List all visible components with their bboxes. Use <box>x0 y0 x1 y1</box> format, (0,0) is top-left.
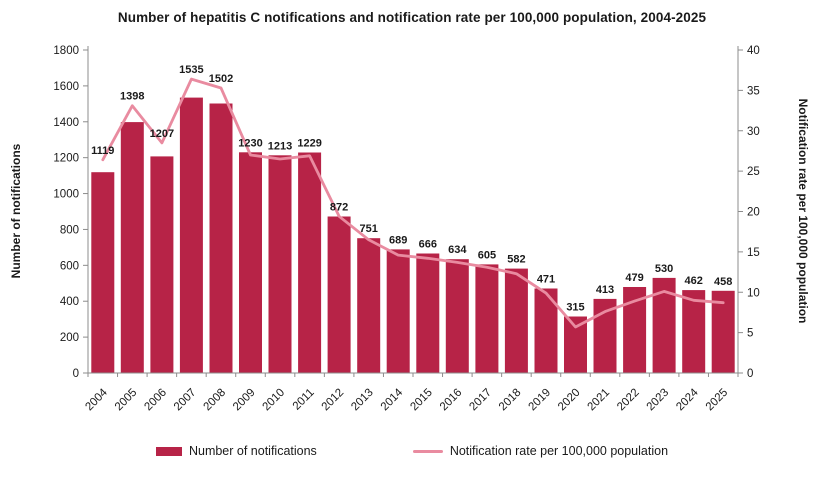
bar-2004 <box>91 172 115 373</box>
y-left-tick-label-1200: 1200 <box>53 153 79 165</box>
x-label-2019: 2019 <box>527 387 554 414</box>
bar-2020 <box>564 316 587 373</box>
data-label-2005: 1398 <box>120 91 144 103</box>
data-label-2011: 1229 <box>297 138 321 150</box>
x-label-2023: 2023 <box>645 387 672 414</box>
bar-2021 <box>593 298 617 373</box>
bar-2016 <box>445 259 469 373</box>
y-right-tick-label-0: 0 <box>747 368 753 380</box>
data-label-2007: 1535 <box>179 64 203 76</box>
data-label-2021: 413 <box>596 284 614 296</box>
y-left-tick-label-600: 600 <box>60 260 79 272</box>
x-label-2015: 2015 <box>408 387 435 414</box>
legend-label-rate: Notification rate per 100,000 population <box>449 444 669 458</box>
x-label-2011: 2011 <box>291 387 317 413</box>
bar-2024 <box>682 290 706 373</box>
data-label-2015: 666 <box>419 239 437 251</box>
data-label-2022: 479 <box>625 272 643 284</box>
data-label-2010: 1213 <box>268 140 292 152</box>
y-right-tick-label-30: 30 <box>747 126 760 138</box>
data-label-2023: 530 <box>655 263 673 275</box>
y-right-tick-label-35: 35 <box>747 85 760 97</box>
bar-2012 <box>327 216 351 373</box>
data-label-2020: 315 <box>566 302 584 314</box>
x-label-2009: 2009 <box>231 387 258 414</box>
data-label-2014: 689 <box>389 234 407 246</box>
bar-2023 <box>652 277 676 373</box>
y-right-tick-label-40: 40 <box>747 45 760 57</box>
x-label-2024: 2024 <box>674 386 701 413</box>
legend-item-notifications: Number of notifications <box>155 444 317 458</box>
y-right-tick-label-25: 25 <box>747 166 760 178</box>
bar-2007 <box>179 97 203 373</box>
x-label-2004: 2004 <box>83 386 110 413</box>
legend-label-notifications: Number of notifications <box>188 444 317 458</box>
y-right-tick-label-10: 10 <box>747 287 760 299</box>
x-label-2006: 2006 <box>142 387 169 414</box>
bar-2022 <box>623 287 647 373</box>
y-left-tick-label-1600: 1600 <box>53 81 79 93</box>
x-label-2021: 2021 <box>586 387 613 414</box>
x-label-2016: 2016 <box>438 387 465 414</box>
x-label-2012: 2012 <box>320 387 347 414</box>
x-label-2018: 2018 <box>497 387 524 414</box>
y-right-tick-label-20: 20 <box>747 207 760 219</box>
y-left-tick-label-1400: 1400 <box>53 117 79 129</box>
bar-2018 <box>504 268 528 373</box>
y-left-tick-label-800: 800 <box>60 224 79 236</box>
data-label-2004: 1119 <box>91 145 114 157</box>
x-label-2010: 2010 <box>261 387 288 414</box>
x-label-2007: 2007 <box>172 387 199 414</box>
y-left-tick-label-400: 400 <box>60 296 79 308</box>
data-label-2025: 458 <box>714 276 732 288</box>
y-right-axis-title: Notification rate per 100,000 population <box>796 99 810 324</box>
bar-2017 <box>475 264 499 373</box>
data-label-2019: 471 <box>537 274 555 286</box>
y-right-tick-label-5: 5 <box>747 328 753 340</box>
x-label-2014: 2014 <box>379 386 406 413</box>
data-label-2018: 582 <box>507 254 525 266</box>
legend-item-rate: Notification rate per 100,000 population <box>412 444 669 458</box>
bar-2025 <box>711 290 735 373</box>
data-label-2006: 1207 <box>150 128 174 140</box>
bar-2019 <box>534 288 558 373</box>
data-label-2016: 634 <box>448 244 467 256</box>
bar-2006 <box>150 156 174 373</box>
data-label-2008: 1502 <box>209 73 233 85</box>
chart-title: Number of hepatitis C notifications and … <box>117 10 707 25</box>
y-left-tick-label-1800: 1800 <box>53 45 79 57</box>
x-label-2017: 2017 <box>467 387 494 414</box>
x-label-2013: 2013 <box>349 387 376 414</box>
bar-2009 <box>239 152 262 373</box>
x-label-2022: 2022 <box>615 387 642 414</box>
y-left-tick-label-0: 0 <box>73 368 79 380</box>
legend-bar-swatch-icon <box>155 446 182 456</box>
y-right-tick-label-15: 15 <box>747 247 760 259</box>
legend: Number of notifications Notification rat… <box>0 444 824 458</box>
data-label-2017: 605 <box>478 249 496 261</box>
x-label-2005: 2005 <box>113 387 140 414</box>
y-left-axis-title: Number of notifications <box>9 143 23 278</box>
x-label-2020: 2020 <box>556 387 583 414</box>
legend-line-swatch-icon <box>412 449 443 453</box>
bar-2014 <box>386 249 410 373</box>
x-label-2025: 2025 <box>704 387 731 414</box>
data-label-2009: 1230 <box>238 137 262 149</box>
bar-2008 <box>209 103 233 373</box>
y-left-tick-label-1000: 1000 <box>53 189 79 201</box>
bar-2013 <box>357 238 381 373</box>
x-label-2008: 2008 <box>202 387 229 414</box>
data-label-2024: 462 <box>685 275 703 287</box>
bar-2015 <box>416 253 440 373</box>
rate-line <box>101 77 725 329</box>
data-label-2013: 751 <box>360 223 378 235</box>
bar-2011 <box>298 152 322 373</box>
y-left-tick-label-200: 200 <box>60 332 79 344</box>
data-label-2012: 872 <box>330 201 348 213</box>
bar-2005 <box>120 122 144 373</box>
bar-2010 <box>268 155 292 373</box>
